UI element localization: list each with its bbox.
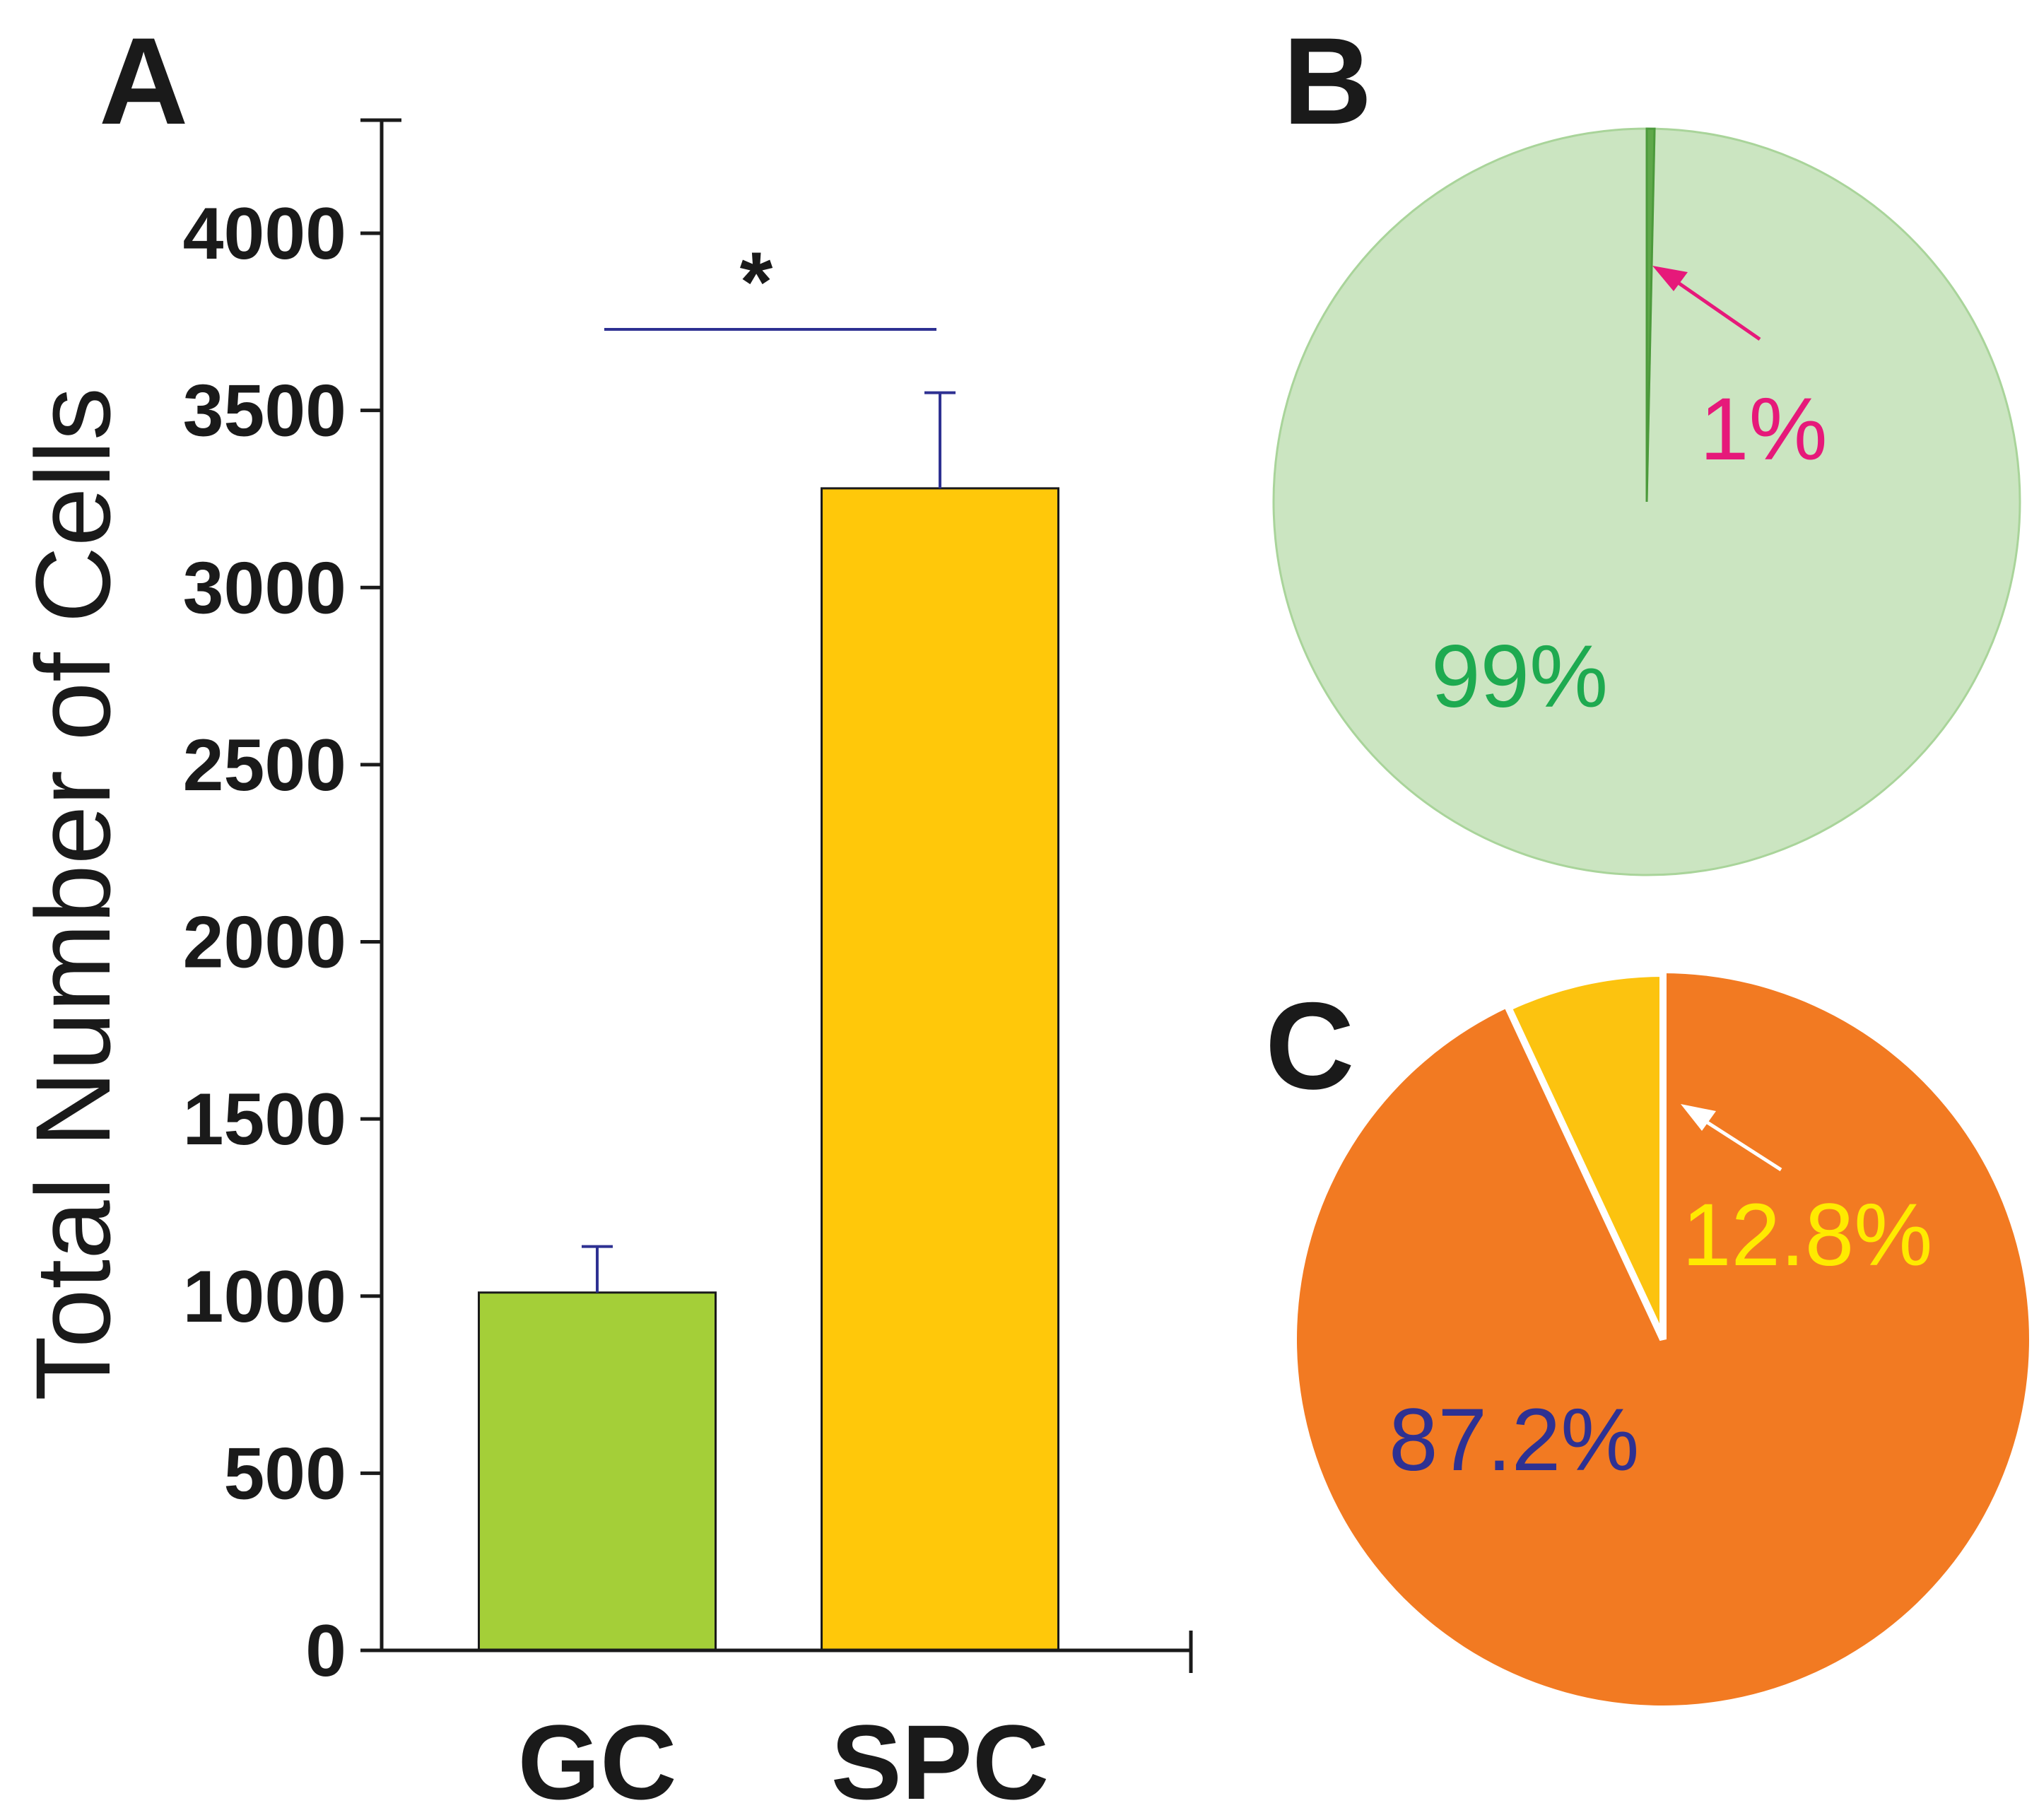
y-tick-label: 2000 (183, 902, 346, 984)
arrow-shaft (1667, 274, 1761, 341)
pie-b-label-small: 1% (1700, 380, 1828, 479)
significance-marker: * (604, 235, 936, 331)
arrow-shaft (1695, 1113, 1782, 1172)
pie-b-arrow (1652, 266, 1761, 341)
pie-c-slices: 12.8% 87.2% (1297, 969, 2029, 1705)
y-tick-label: 3000 (183, 547, 346, 629)
pie-b-slices: 1% 99% (1272, 127, 2021, 876)
arrow-head (1652, 266, 1688, 291)
y-tick-label: 1000 (183, 1256, 346, 1338)
bar-spc (821, 487, 1059, 1652)
significance-star: * (740, 235, 773, 329)
bar-chart-panel: A Total Number of Cells 0 500 1000 1500 2000… (13, 13, 1193, 1820)
y-tick-label: 500 (223, 1433, 346, 1515)
pie-c-slice-small (1503, 969, 1667, 1341)
y-tick-label: 0 (305, 1610, 346, 1692)
panel-letter-c: C (1265, 977, 1354, 1115)
bars (478, 391, 1059, 1652)
bar-gc (478, 1291, 717, 1652)
pie-b-label-large: 99% (1431, 628, 1608, 726)
category-label: SPC (831, 1703, 1049, 1820)
axes (360, 118, 1193, 1673)
category-labels: GC SPC (518, 1703, 1050, 1820)
pie-chart-c: C 12.8% 87.2% (1265, 969, 2029, 1705)
pie-c-label-small: 12.8% (1682, 1186, 1932, 1284)
pie-chart-b: B 1% 99% (1272, 13, 2021, 876)
y-tick-label: 3500 (183, 370, 346, 452)
pie-c-arrow (1681, 1104, 1782, 1172)
y-axis-label: Total Number of Cells (13, 387, 132, 1401)
arrow-head (1681, 1104, 1716, 1131)
y-tick-label: 4000 (183, 193, 346, 275)
y-tick-label: 2500 (183, 724, 346, 806)
y-tick-label: 1500 (183, 1079, 346, 1161)
y-axis-ticks: 0 500 1000 1500 2000 2500 3000 3500 4000 (183, 193, 382, 1692)
category-label: GC (518, 1703, 677, 1820)
pie-c-label-large: 87.2% (1389, 1391, 1639, 1489)
panel-letter-b: B (1283, 13, 1372, 151)
pie-b-slice-small (1645, 127, 1656, 503)
panel-letter-a: A (99, 13, 188, 151)
